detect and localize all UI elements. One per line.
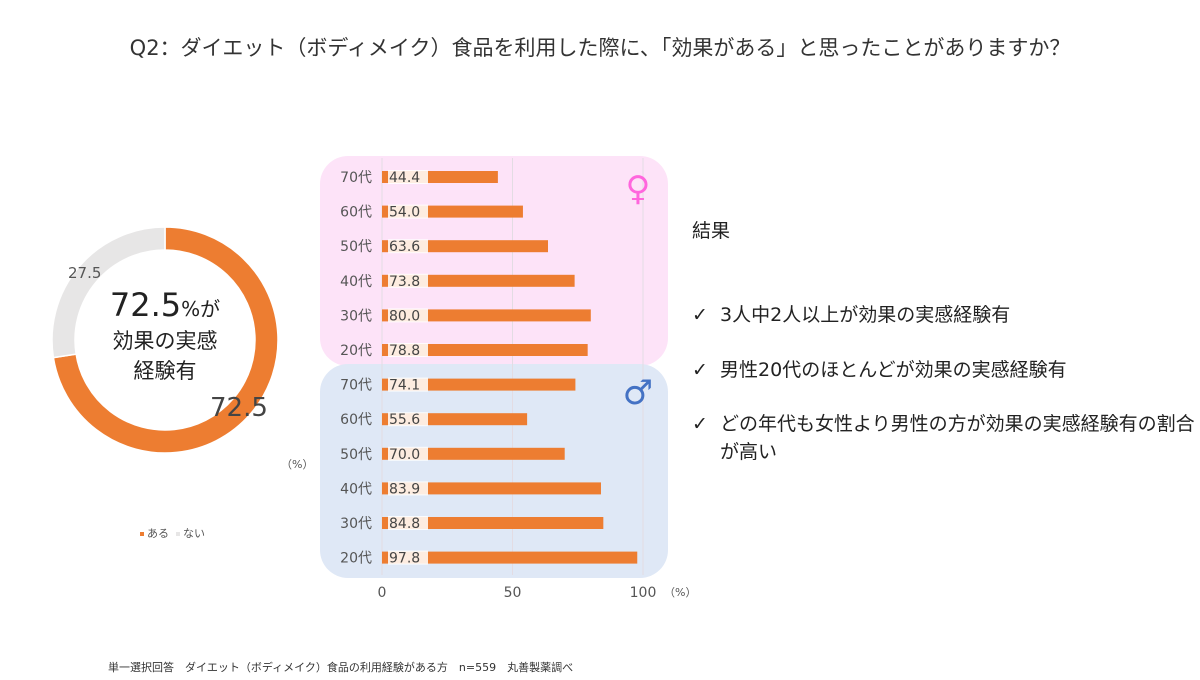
- female-panel: [320, 156, 668, 366]
- footer-note: 単一選択回答 ダイエット（ボディメイク）食品の利用経験がある方 n=559 丸善…: [108, 661, 574, 674]
- category-label: 50代: [340, 239, 372, 255]
- x-tick-label: 0: [378, 585, 387, 601]
- male-panel: [320, 364, 668, 578]
- result-text: 男性20代のほとんどが効果の実感経験有: [720, 359, 1067, 381]
- donut-slice-1: [51, 226, 166, 359]
- result-item-3: ✓ どの年代も女性より男性の方が効果の実感経験有の割合が高い: [692, 410, 1200, 466]
- bar-value-label: 70.0: [389, 447, 420, 463]
- slice-label-nai: 27.5: [68, 264, 102, 282]
- bar-unit: （%）: [664, 586, 696, 599]
- donut-center-text: 72.5%が 効果の実感 経験有: [90, 289, 240, 386]
- category-label: 70代: [340, 378, 372, 394]
- check-icon: ✓: [692, 413, 708, 435]
- bar: [382, 378, 576, 391]
- bar-label-bg: [388, 273, 428, 288]
- bar-label-bg: [388, 412, 428, 427]
- category-label: 50代: [340, 447, 372, 463]
- center-suffix: %が: [181, 297, 221, 321]
- bar-value-label: 54.0: [389, 205, 420, 221]
- legend-swatch-nai: [176, 532, 180, 536]
- result-item-1: ✓ 3人中2人以上が効果の実感経験有: [692, 300, 1010, 327]
- bar-value-label: 44.4: [389, 170, 420, 186]
- result-item-2: ✓ 男性20代のほとんどが効果の実感経験有: [692, 355, 1067, 382]
- bar-label-bg: [388, 308, 428, 323]
- female-symbol-icon: ♀: [626, 169, 651, 209]
- category-label: 60代: [340, 412, 372, 428]
- page-title: Q2：ダイエット（ボディメイク）食品を利用した際に、「効果がある」と思ったことが…: [129, 36, 1071, 60]
- bar-value-label: 55.6: [389, 412, 420, 428]
- category-label: 60代: [340, 205, 372, 221]
- bar-label-bg: [388, 516, 428, 530]
- bar-label-bg: [388, 377, 428, 392]
- bar-value-label: 73.8: [389, 274, 420, 290]
- donut-legend: ある ない: [140, 525, 205, 541]
- slice-label-aru: 72.5: [210, 393, 268, 423]
- bar-value-label: 84.8: [389, 516, 420, 532]
- male-symbol-icon: ♂: [623, 373, 653, 413]
- legend-nai: ない: [183, 527, 205, 540]
- bar-value-label: 83.9: [389, 481, 420, 497]
- x-tick-label: 50: [504, 585, 522, 601]
- category-label: 30代: [340, 308, 372, 324]
- bar-value-label: 97.8: [389, 551, 420, 567]
- result-text: どの年代も女性より男性の方が効果の実感経験有の割合が高い: [720, 413, 1195, 463]
- bar-label-bg: [388, 550, 428, 565]
- category-label: 20代: [340, 343, 372, 359]
- bar-label-bg: [388, 446, 428, 461]
- center-line2: 効果の実感: [112, 329, 218, 353]
- center-value: 72.5: [109, 286, 182, 324]
- results-heading: 結果: [692, 220, 731, 242]
- legend-aru: ある: [147, 527, 169, 540]
- category-label: 70代: [340, 170, 372, 186]
- category-label: 20代: [340, 551, 372, 567]
- legend-swatch-aru: [140, 532, 144, 536]
- donut-slice-0: [52, 226, 279, 454]
- bar: [382, 517, 604, 529]
- result-text: 3人中2人以上が効果の実感経験有: [720, 304, 1011, 326]
- bar-label-bg: [388, 204, 428, 219]
- bar-label-bg: [388, 239, 428, 254]
- check-icon: ✓: [692, 359, 708, 381]
- center-line3: 経験有: [133, 359, 197, 383]
- category-label: 40代: [340, 274, 372, 290]
- bar-label-bg: [388, 170, 428, 184]
- bar-label-bg: [388, 343, 428, 357]
- x-tick-label: 100: [630, 585, 657, 601]
- check-icon: ✓: [692, 304, 708, 326]
- bar: [382, 274, 575, 287]
- bar-value-label: 74.1: [389, 378, 420, 394]
- bar-value-label: 78.8: [389, 343, 420, 359]
- category-label: 40代: [340, 481, 372, 497]
- donut-unit: （%）: [281, 458, 314, 471]
- donut-chart: [51, 226, 279, 454]
- bar: [382, 344, 588, 356]
- bar: [382, 551, 638, 564]
- bar-value-label: 80.0: [389, 308, 420, 324]
- bar: [382, 482, 601, 495]
- bar-value-label: 63.6: [389, 239, 420, 255]
- bar-label-bg: [388, 481, 428, 496]
- bar: [382, 309, 591, 322]
- category-label: 30代: [340, 516, 372, 532]
